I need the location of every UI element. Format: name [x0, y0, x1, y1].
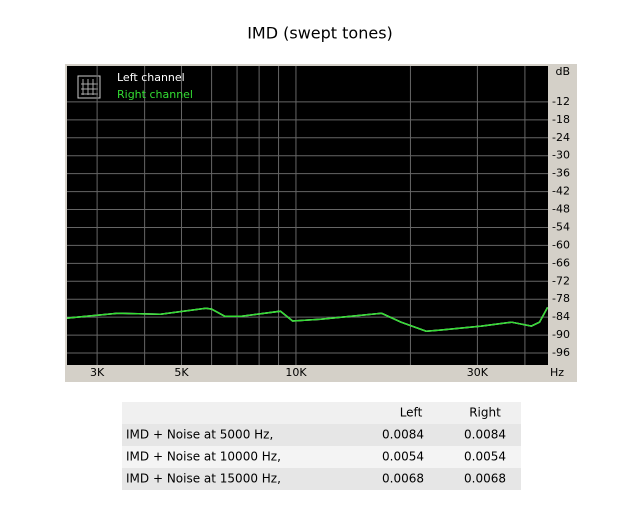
y-tick-label: -84: [552, 310, 570, 323]
y-tick-label: -96: [552, 346, 570, 359]
table-cell: 0.0068: [382, 472, 424, 486]
y-tick-label: -90: [552, 328, 570, 341]
x-tick-label: 30K: [467, 366, 489, 379]
y-tick-label: -54: [552, 220, 570, 233]
table-header: Right: [469, 406, 501, 420]
table-cell: 0.0068: [464, 472, 506, 486]
y-tick-label: -36: [552, 167, 570, 180]
plot-area: [67, 66, 548, 365]
x-tick-label: 3K: [90, 366, 105, 379]
chart-title: IMD (swept tones): [247, 24, 393, 43]
table: Left Right IMD + Noise at 5000 Hz, 0.0084 0.…: [122, 402, 521, 490]
y-tick-label: -30: [552, 149, 570, 162]
table-cell: IMD + Noise at 15000 Hz,: [126, 472, 281, 486]
y-tick-label: -24: [552, 131, 570, 144]
series-line: [66, 306, 549, 332]
table-cell: 0.0054: [382, 450, 424, 464]
y-tick-label: -78: [552, 292, 570, 305]
legend-icon: [77, 75, 101, 99]
table-cell: 0.0084: [382, 428, 424, 442]
table-cell: IMD + Noise at 5000 Hz,: [126, 428, 273, 442]
table-cell: IMD + Noise at 10000 Hz,: [126, 450, 281, 464]
y-tick-label: -48: [552, 203, 570, 216]
y-tick-label: -66: [552, 256, 570, 269]
table-header: Left: [400, 406, 423, 420]
x-tick-label: 5K: [174, 366, 189, 379]
y-axis-label: dB: [555, 65, 570, 78]
y-tick-label: -72: [552, 274, 570, 287]
x-axis-label: Hz: [550, 366, 564, 379]
legend-entry: Right channel: [117, 88, 193, 101]
y-tick-label: -18: [552, 113, 570, 126]
table-cell: 0.0054: [464, 450, 506, 464]
x-tick-label: 10K: [285, 366, 307, 379]
table-cell: 0.0084: [464, 428, 506, 442]
y-tick-label: -12: [552, 95, 570, 108]
legend-entry: Left channel: [117, 71, 185, 84]
y-tick-label: -60: [552, 238, 570, 251]
y-tick-label: -42: [552, 185, 570, 198]
